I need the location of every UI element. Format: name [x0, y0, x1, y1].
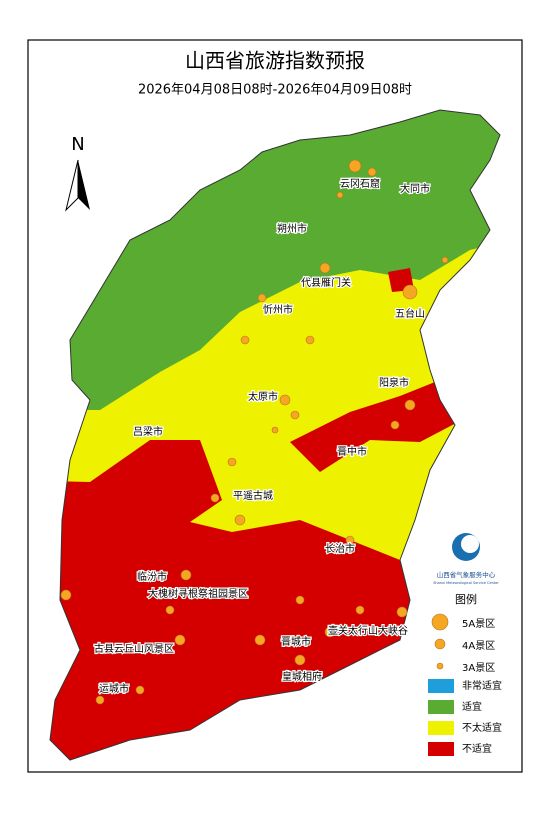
- scenic-spot: [174, 634, 186, 646]
- scenic-spot: [165, 605, 175, 615]
- place-label: 代县雁门关: [301, 276, 351, 289]
- place-label: 晋中市: [337, 445, 367, 458]
- north-label: N: [71, 134, 84, 155]
- zone-fill: [50, 110, 500, 410]
- scenic-spot: [95, 695, 105, 705]
- place-label: 壶关太行山大峡谷: [328, 624, 408, 637]
- place-label: 大槐树寻根祭祖园景区: [148, 587, 248, 600]
- scenic-spot: [367, 167, 377, 177]
- scenic-spot: [348, 159, 362, 173]
- place-label: 皇城相府: [282, 670, 322, 683]
- scenic-spot: [210, 493, 220, 503]
- scenic-spot: [290, 410, 300, 420]
- legend-spot-icon: [431, 613, 449, 631]
- place-label: 运城市: [99, 682, 129, 695]
- legend-zone-label: 不太适宜: [462, 721, 502, 734]
- scenic-spot: [396, 606, 408, 618]
- place-label: 吕梁市: [133, 425, 163, 438]
- place-label: 云冈石窟: [340, 177, 380, 190]
- legend-zone-label: 不适宜: [462, 742, 492, 755]
- scenic-spot: [402, 284, 418, 300]
- place-label: 太原市: [248, 390, 278, 403]
- legend-spot-label: 5A景区: [462, 618, 495, 630]
- scenic-spot: [135, 685, 145, 695]
- legend-swatch: [428, 721, 454, 735]
- scenic-spot: [227, 457, 237, 467]
- logo-icon: [461, 535, 479, 553]
- place-label: 平遥古城: [233, 489, 273, 502]
- place-label: 五台山: [395, 307, 425, 320]
- scenic-spot: [271, 426, 279, 434]
- logo-english: Shanxi Meteorological Service Center: [433, 581, 499, 585]
- legend-spot-icon: [434, 638, 446, 650]
- scenic-spot: [305, 335, 315, 345]
- north-arrow: [78, 160, 90, 210]
- legend-title: 图例: [455, 592, 477, 606]
- scenic-spot: [240, 335, 250, 345]
- scenic-spot: [336, 191, 344, 199]
- title: 山西省旅游指数预报: [185, 49, 365, 73]
- scenic-spot: [295, 595, 305, 605]
- scenic-spot: [254, 634, 266, 646]
- scenic-spot: [279, 394, 291, 406]
- logo-name: 山西省气象服务中心: [437, 570, 496, 579]
- place-label: 大同市: [400, 182, 430, 195]
- scenic-spot: [441, 256, 449, 264]
- zone-fill: [290, 380, 462, 472]
- scenic-spot: [234, 514, 246, 526]
- place-label: 忻州市: [263, 303, 293, 316]
- place-label: 临汾市: [137, 570, 167, 583]
- scenic-spot: [60, 589, 72, 601]
- legend-spot-label: 3A景区: [462, 662, 495, 674]
- place-label: 长治市: [325, 542, 355, 555]
- legend-zone-label: 非常适宜: [462, 679, 502, 692]
- legend-spot-label: 4A景区: [462, 640, 495, 652]
- scenic-spot: [294, 654, 306, 666]
- scenic-spot: [390, 420, 400, 430]
- legend-spot-icon: [436, 662, 444, 670]
- scenic-spot: [180, 569, 192, 581]
- scenic-spot: [404, 399, 416, 411]
- scenic-spot: [257, 293, 267, 303]
- legend-swatch: [428, 742, 454, 756]
- place-label: 古县云丘山风景区: [94, 642, 174, 655]
- place-label: 晋城市: [281, 635, 311, 648]
- subtitle: 2026年04月08日08时-2026年04月09日08时: [138, 83, 412, 98]
- place-label: 朔州市: [277, 222, 307, 235]
- legend-zone-label: 适宜: [462, 700, 482, 713]
- scenic-spot: [345, 535, 355, 545]
- scenic-spot: [355, 605, 365, 615]
- legend-swatch: [428, 679, 454, 693]
- scenic-spot: [319, 262, 331, 274]
- place-label: 阳泉市: [379, 376, 409, 389]
- legend-swatch: [428, 700, 454, 714]
- scenic-spot: [324, 626, 336, 638]
